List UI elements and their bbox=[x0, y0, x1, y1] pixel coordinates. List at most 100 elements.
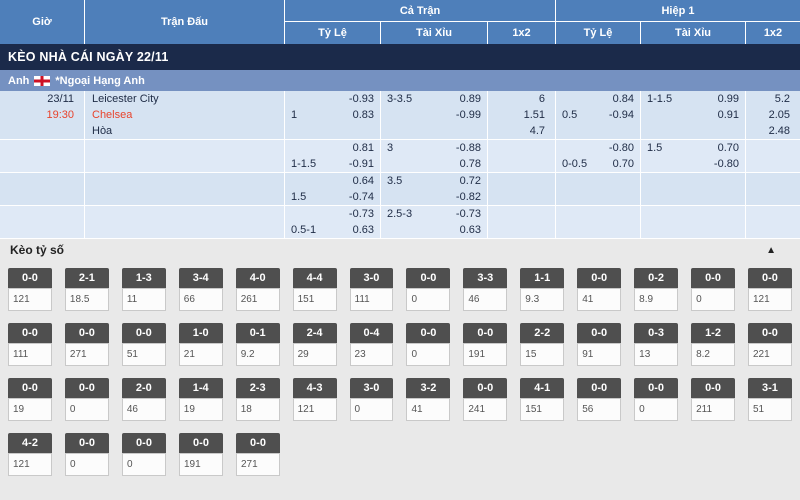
score-odds[interactable]: 29 bbox=[292, 343, 337, 366]
h1-overunder-cell-odds-value[interactable]: 0.99 bbox=[717, 93, 739, 105]
score-cell[interactable]: 0-0 0 bbox=[122, 433, 166, 476]
score-cell[interactable]: 0-0 91 bbox=[577, 323, 622, 366]
ft-overunder-cell-odds-value[interactable]: 0.63 bbox=[459, 224, 481, 236]
score-odds[interactable]: 91 bbox=[577, 343, 622, 366]
h1-overunder-cell-odds-value[interactable]: -0.80 bbox=[713, 158, 739, 170]
score-cell[interactable]: 2-2 15 bbox=[520, 323, 565, 366]
score-odds[interactable]: 19 bbox=[178, 398, 223, 421]
score-odds[interactable]: 271 bbox=[64, 343, 109, 366]
score-cell[interactable]: 0-0 56 bbox=[577, 378, 622, 421]
score-odds[interactable]: 0 bbox=[406, 288, 451, 311]
h1-handicap-cell-odds-value[interactable]: -0.94 bbox=[608, 109, 634, 121]
ft-handicap-cell-odds-value[interactable]: -0.93 bbox=[348, 93, 374, 105]
score-cell[interactable]: 4-4 151 bbox=[292, 268, 337, 311]
ft-handicap-cell-odds-value[interactable]: -0.73 bbox=[348, 208, 374, 220]
score-cell[interactable]: 4-2 121 bbox=[8, 433, 52, 476]
score-odds[interactable]: 121 bbox=[292, 398, 337, 421]
ft-handicap-cell-odds-value[interactable]: 0.64 bbox=[352, 175, 374, 187]
ft-overunder-cell-odds-value[interactable]: -0.82 bbox=[455, 191, 481, 203]
h1-handicap-cell-odds-value[interactable]: 0.70 bbox=[612, 158, 634, 170]
score-cell[interactable]: 1-1 9.3 bbox=[520, 268, 565, 311]
score-cell[interactable]: 1-4 19 bbox=[178, 378, 223, 421]
score-cell[interactable]: 0-0 271 bbox=[236, 433, 280, 476]
score-odds[interactable]: 151 bbox=[520, 398, 565, 421]
score-cell[interactable]: 1-2 8.2 bbox=[691, 323, 735, 366]
score-cell[interactable]: 0-0 19 bbox=[8, 378, 52, 421]
score-cell[interactable]: 0-0 0 bbox=[406, 323, 451, 366]
ft-overunder-cell-odds-value[interactable]: 0.89 bbox=[459, 93, 481, 105]
score-odds[interactable]: 51 bbox=[121, 343, 166, 366]
h1-handicap-cell-odds-value[interactable]: 0.84 bbox=[612, 93, 634, 105]
score-odds[interactable]: 18.5 bbox=[64, 288, 109, 311]
ft-1x2-cell-odds-value[interactable]: 1.51 bbox=[523, 109, 545, 121]
score-cell[interactable]: 2-3 18 bbox=[235, 378, 280, 421]
score-cell[interactable]: 2-0 46 bbox=[121, 378, 166, 421]
score-odds[interactable]: 51 bbox=[747, 398, 792, 421]
score-odds[interactable]: 0 bbox=[406, 343, 451, 366]
ft-overunder-cell-odds-value[interactable]: 0.78 bbox=[459, 158, 481, 170]
score-odds[interactable]: 121 bbox=[8, 288, 52, 311]
score-cell[interactable]: 0-0 121 bbox=[747, 268, 792, 311]
score-cell[interactable]: 0-1 9.2 bbox=[235, 323, 280, 366]
score-cell[interactable]: 4-1 151 bbox=[520, 378, 565, 421]
ft-handicap-cell-odds-value[interactable]: 0.83 bbox=[352, 109, 374, 121]
score-cell[interactable]: 0-0 41 bbox=[577, 268, 622, 311]
ft-overunder-cell-odds-value[interactable]: -0.73 bbox=[455, 208, 481, 220]
h1-handicap-cell-odds-value[interactable]: -0.80 bbox=[608, 142, 634, 154]
score-odds[interactable]: 111 bbox=[8, 343, 52, 366]
score-odds[interactable]: 9.3 bbox=[520, 288, 565, 311]
score-cell[interactable]: 0-4 23 bbox=[349, 323, 394, 366]
score-cell[interactable]: 0-0 121 bbox=[8, 268, 52, 311]
score-odds[interactable]: 0 bbox=[64, 398, 109, 421]
score-odds[interactable]: 191 bbox=[179, 453, 223, 476]
score-odds[interactable]: 8.2 bbox=[691, 343, 735, 366]
score-odds[interactable]: 41 bbox=[577, 288, 622, 311]
ft-handicap-cell-odds-value[interactable]: 0.81 bbox=[352, 142, 374, 154]
score-cell[interactable]: 0-0 191 bbox=[463, 323, 508, 366]
score-odds[interactable]: 121 bbox=[747, 288, 792, 311]
score-cell[interactable]: 0-0 0 bbox=[406, 268, 451, 311]
score-cell[interactable]: 3-0 0 bbox=[349, 378, 394, 421]
score-cell[interactable]: 2-4 29 bbox=[292, 323, 337, 366]
score-odds[interactable]: 19 bbox=[8, 398, 52, 421]
h1-1x2-cell-odds-value[interactable]: 2.05 bbox=[768, 109, 790, 121]
score-odds[interactable]: 8.9 bbox=[634, 288, 679, 311]
score-odds[interactable]: 11 bbox=[121, 288, 166, 311]
score-cell[interactable]: 0-0 0 bbox=[634, 378, 679, 421]
score-cell[interactable]: 0-0 191 bbox=[179, 433, 223, 476]
score-odds[interactable]: 13 bbox=[634, 343, 679, 366]
score-cell[interactable]: 0-0 211 bbox=[691, 378, 735, 421]
score-odds[interactable]: 15 bbox=[520, 343, 565, 366]
score-cell[interactable]: 1-0 21 bbox=[178, 323, 223, 366]
score-cell[interactable]: 4-0 261 bbox=[235, 268, 280, 311]
h1-1x2-cell-odds-value[interactable]: 2.48 bbox=[768, 125, 790, 137]
score-odds[interactable]: 66 bbox=[178, 288, 223, 311]
score-odds[interactable]: 271 bbox=[236, 453, 280, 476]
score-cell[interactable]: 0-3 13 bbox=[634, 323, 679, 366]
score-cell[interactable]: 0-0 271 bbox=[64, 323, 109, 366]
score-odds[interactable]: 111 bbox=[349, 288, 394, 311]
score-cell[interactable]: 0-0 221 bbox=[747, 323, 792, 366]
score-cell[interactable]: 4-3 121 bbox=[292, 378, 337, 421]
score-odds[interactable]: 0 bbox=[349, 398, 394, 421]
score-odds[interactable]: 121 bbox=[8, 453, 52, 476]
ft-handicap-cell-odds-value[interactable]: -0.91 bbox=[348, 158, 374, 170]
score-section-bar[interactable]: Kèo tỷ số ▲ bbox=[0, 239, 800, 261]
score-cell[interactable]: 3-2 41 bbox=[406, 378, 451, 421]
score-odds[interactable]: 261 bbox=[235, 288, 280, 311]
score-odds[interactable]: 21 bbox=[178, 343, 223, 366]
score-cell[interactable]: 3-1 51 bbox=[747, 378, 792, 421]
h1-overunder-cell-odds-value[interactable]: 0.70 bbox=[717, 142, 739, 154]
score-cell[interactable]: 0-2 8.9 bbox=[634, 268, 679, 311]
score-odds[interactable]: 23 bbox=[349, 343, 394, 366]
score-odds[interactable]: 221 bbox=[747, 343, 792, 366]
score-odds[interactable]: 241 bbox=[463, 398, 508, 421]
ft-handicap-cell-odds-value[interactable]: 0.63 bbox=[352, 224, 374, 236]
ft-overunder-cell-odds-value[interactable]: -0.88 bbox=[455, 142, 481, 154]
ft-1x2-cell-odds-value[interactable]: 4.7 bbox=[529, 125, 545, 137]
score-odds[interactable]: 46 bbox=[463, 288, 508, 311]
score-cell[interactable]: 1-3 11 bbox=[121, 268, 166, 311]
score-cell[interactable]: 3-3 46 bbox=[463, 268, 508, 311]
ft-overunder-cell-odds-value[interactable]: 0.72 bbox=[459, 175, 481, 187]
collapse-arrow-icon[interactable]: ▲ bbox=[766, 244, 776, 256]
